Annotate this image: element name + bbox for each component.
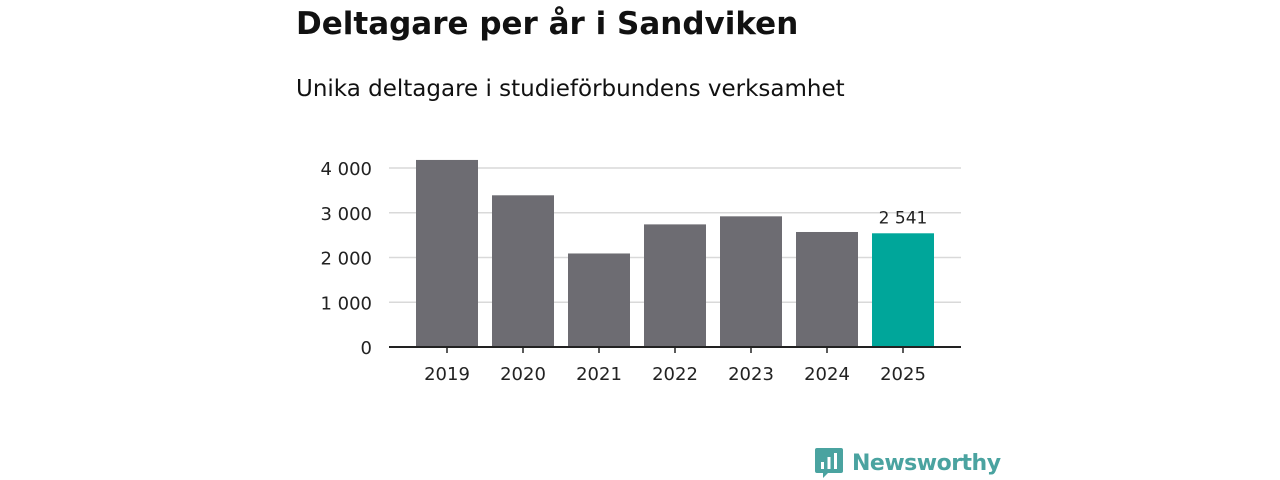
bar-2020 (492, 195, 554, 347)
newsworthy-brand: Newsworthy (814, 446, 1001, 480)
x-tick-label: 2023 (728, 364, 774, 385)
data-label: 2 541 (879, 208, 928, 228)
y-tick-label: 3 000 (320, 204, 372, 225)
bar-2024 (796, 231, 858, 347)
bar-2021 (568, 253, 630, 347)
bar-chart: 0 1 000 2 000 3 000 4 000 2019 2020 2021 2022 202… (320, 159, 961, 385)
chart-title: Deltagare per år i Sandviken (296, 6, 799, 42)
y-tick-label: 1 000 (320, 293, 372, 314)
brand-name: Newsworthy (852, 450, 1001, 476)
newsworthy-logo-icon (815, 448, 843, 478)
x-tick-label: 2022 (652, 364, 698, 385)
x-tick-label: 2024 (804, 364, 850, 385)
y-tick-label: 0 (361, 338, 372, 359)
x-tick-label: 2020 (500, 364, 546, 385)
bar-2019 (416, 159, 478, 347)
y-tick-label: 4 000 (320, 159, 372, 180)
x-tick-label: 2019 (424, 364, 470, 385)
bar-2022 (644, 224, 706, 347)
chart-subtitle: Unika deltagare i studieförbundens verks… (296, 76, 845, 102)
bar-2023 (720, 216, 782, 347)
y-tick-label: 2 000 (320, 249, 372, 270)
x-tick-label: 2021 (576, 364, 622, 385)
x-tick-label: 2025 (880, 364, 926, 385)
bar-2025 (872, 233, 934, 347)
